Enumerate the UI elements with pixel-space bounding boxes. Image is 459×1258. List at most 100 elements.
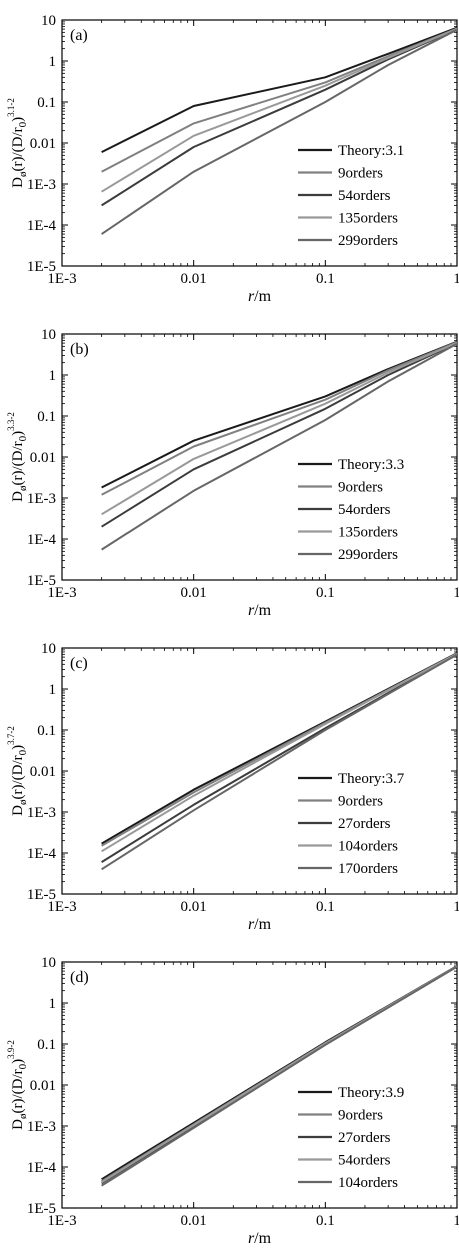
y-axis-label: Dø(r)/(D/r0)3.7-2 [6,726,29,816]
y-axis-label-part: 3.7-2 [6,726,16,745]
y-tick-label: 1E-3 [27,491,56,507]
series-line-4 [101,28,457,235]
x-tick-label: 0.01 [181,271,207,287]
y-axis-label-part: 3.9-2 [6,1040,16,1059]
chart-panel-c: 1E-5 1E-4 1E-3 0.01 0.1 1 10 1E-3 0.01 0.1 1 (c) r/m… [0,628,459,942]
y-tick-label: 1E-4 [27,218,57,234]
legend-label: 27orders [338,816,391,832]
y-axis-label-part: (r)/(D/r [10,1069,26,1113]
y-axis-label-part: (r)/(D/r [10,441,26,485]
y-tick-label: 1E-4 [27,1160,57,1176]
legend-label: 104orders [338,839,398,855]
chart-svg: 1E-5 1E-4 1E-3 0.01 0.1 1 10 1E-3 0.01 0.1 1 (d) r/m… [6,955,459,1247]
series-line-3 [101,652,457,853]
legend-label: 9orders [338,480,383,496]
series-line-2 [101,342,457,528]
panel-label: (a) [70,27,88,44]
legend-label: 299orders [338,233,398,249]
y-axis-label-part: ) [10,117,26,122]
y-tick-label: 1E-3 [27,1119,56,1135]
y-tick-label: 1E-3 [27,805,56,821]
y-tick-label: 1E-5 [27,259,56,275]
x-axis-variable: r [248,1230,255,1247]
y-tick-label: 1E-3 [27,177,56,193]
x-tick-label: 1 [453,899,459,915]
series-group [101,26,457,235]
x-axis-unit: /m [254,916,271,933]
series-line-3 [101,27,457,193]
legend-label: 135orders [338,525,398,541]
y-axis-label-part: ) [10,745,26,750]
y-axis-label-part: D [10,491,26,502]
chart-panel-a: 1E-5 1E-4 1E-3 0.01 0.1 1 10 1E-3 0.01 0.1 1 (a) r/m… [0,0,459,314]
y-tick-label: 0.01 [30,1078,56,1094]
chart-svg: 1E-5 1E-4 1E-3 0.01 0.1 1 10 1E-3 0.01 0.1 1 (c) r/m… [6,641,459,933]
x-tick-label: 0.1 [316,271,335,287]
y-tick-label: 0.1 [37,409,56,425]
y-tick-label: 10 [41,641,56,657]
y-axis-label-part: ø [17,799,29,805]
x-tick-label: 0.1 [316,585,335,601]
y-axis-label-part: ø [17,1113,29,1119]
y-tick-label: 0.01 [30,764,56,780]
legend-label: 104orders [338,1175,398,1191]
y-axis-label-part: 3.3-2 [6,412,16,431]
x-tick-label: 1E-3 [47,899,76,915]
x-axis-variable: r [248,288,255,305]
x-axis-label: r/m [248,916,272,933]
x-tick-label: 1 [453,1213,459,1229]
y-axis-label-part: 0 [17,749,29,755]
series-group [101,965,457,1187]
y-tick-label: 0.01 [30,136,56,152]
chart-svg: 1E-5 1E-4 1E-3 0.01 0.1 1 10 1E-3 0.01 0.1 1 (a) r/m… [6,13,459,305]
legend-label: Theory:3.9 [338,1085,404,1101]
x-axis-unit: /m [254,288,271,305]
legend-label: 9orders [338,1108,383,1124]
y-tick-label: 1E-5 [27,1201,56,1217]
legend-label: 299orders [338,547,398,563]
panel-label: (c) [70,655,88,672]
y-axis-label-part: (r)/(D/r [10,127,26,171]
x-tick-label: 0.01 [181,1213,207,1229]
y-axis-label-part: ) [10,431,26,436]
chart-panel-d: 1E-5 1E-4 1E-3 0.01 0.1 1 10 1E-3 0.01 0.1 1 (d) r/m… [0,942,459,1256]
y-axis-label-part: ø [17,485,29,491]
y-tick-label: 0.01 [30,450,56,466]
legend-label: 54orders [338,1153,391,1169]
y-axis-label: Dø(r)/(D/r0)3.3-2 [6,412,29,502]
series-line-0 [101,26,457,153]
y-tick-label: 10 [41,955,56,971]
x-axis-variable: r [248,602,255,619]
y-tick-label: 0.1 [37,723,56,739]
y-axis-label: Dø(r)/(D/r0)3.9-2 [6,1040,29,1130]
panel-label: (b) [70,341,89,358]
y-tick-label: 1E-5 [27,573,56,589]
y-tick-label: 10 [41,327,56,343]
y-tick-label: 1E-4 [27,846,57,862]
legend-label: 54orders [338,188,391,204]
x-tick-label: 1E-3 [47,585,76,601]
y-axis-label-part: D [10,1119,26,1130]
x-axis-unit: /m [254,1230,271,1247]
y-axis-label-part: (r)/(D/r [10,755,26,799]
y-axis-label-part: D [10,805,26,816]
y-tick-label: 1 [49,54,57,70]
legend-label: 54orders [338,502,391,518]
y-axis-label-part: ) [10,1059,26,1064]
y-tick-label: 1 [49,996,57,1012]
legend-label: Theory:3.1 [338,143,404,159]
y-axis-label-part: 0 [17,121,29,127]
y-tick-label: 0.1 [37,95,56,111]
x-tick-label: 1E-3 [47,271,76,287]
x-tick-label: 1 [453,271,459,287]
y-tick-label: 10 [41,13,56,29]
x-tick-label: 1 [453,585,459,601]
series-line-4 [101,653,457,871]
x-tick-label: 0.01 [181,899,207,915]
series-line-3 [101,341,457,516]
y-axis-label-part: 0 [17,1063,29,1069]
x-tick-label: 0.01 [181,585,207,601]
x-axis-variable: r [248,916,255,933]
legend-label: 170orders [338,861,398,877]
series-line-1 [101,27,457,173]
